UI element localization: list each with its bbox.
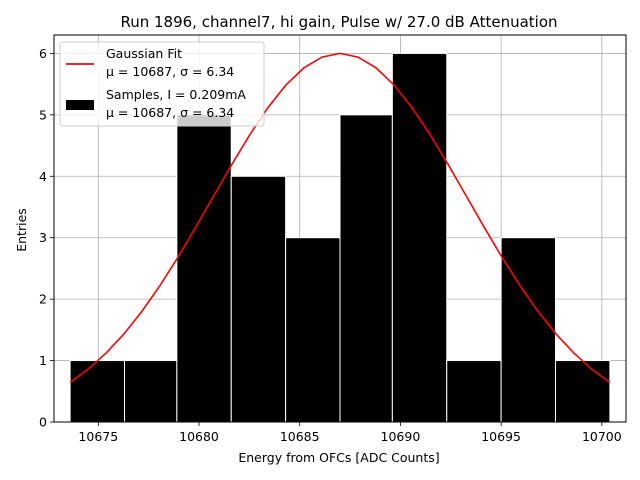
y-tick-label: 1 — [39, 353, 47, 368]
legend-samples-swatch — [66, 100, 94, 110]
x-tick-label: 10675 — [78, 429, 118, 444]
histogram-bar — [285, 237, 341, 423]
x-tick-label: 10695 — [481, 429, 521, 444]
histogram-bar — [555, 360, 611, 423]
x-tick-label: 10685 — [280, 429, 320, 444]
x-tick-label: 10700 — [582, 429, 622, 444]
y-tick-label: 4 — [39, 169, 47, 184]
histogram-bar — [69, 360, 125, 423]
y-tick-label: 6 — [39, 46, 47, 61]
x-tick-label: 10690 — [381, 429, 421, 444]
histogram-bar — [123, 360, 178, 423]
histogram-bar — [391, 52, 448, 423]
x-axis-label: Energy from OFCs [ADC Counts] — [238, 450, 439, 465]
histogram-bar — [339, 114, 393, 423]
axes-frame — [53, 34, 627, 423]
legend-samples-label-line1: Samples, I = 0.209mA — [106, 87, 246, 102]
y-tick-label: 3 — [39, 230, 47, 245]
legend-fit-label-line1: Gaussian Fit — [106, 46, 182, 61]
y-axis-label: Entries — [14, 208, 29, 252]
histogram-bar — [446, 360, 502, 423]
x-tick-label: 10680 — [179, 429, 219, 444]
y-tick-label: 0 — [39, 415, 47, 430]
histogram-bar — [500, 237, 557, 423]
legend-fit-label-line2: μ = 10687, σ = 6.34 — [106, 64, 234, 79]
histogram-bar — [230, 175, 287, 423]
chart-title: Run 1896, channel7, hi gain, Pulse w/ 27… — [120, 13, 557, 31]
legend-samples-label-line2: μ = 10687, σ = 6.34 — [106, 105, 234, 120]
y-tick-label: 5 — [39, 107, 47, 122]
histogram-bar — [176, 114, 232, 423]
y-tick-label: 2 — [39, 292, 47, 307]
plot-area: 10675 10680 10685 10690 10695 10700 0 1 2 3 4 5 6 — [39, 34, 627, 444]
gaussian-fit-curve — [69, 52, 611, 384]
legend-frame — [59, 41, 265, 127]
legend: Gaussian Fit μ = 10687, σ = 6.34 Samples… — [59, 41, 265, 127]
